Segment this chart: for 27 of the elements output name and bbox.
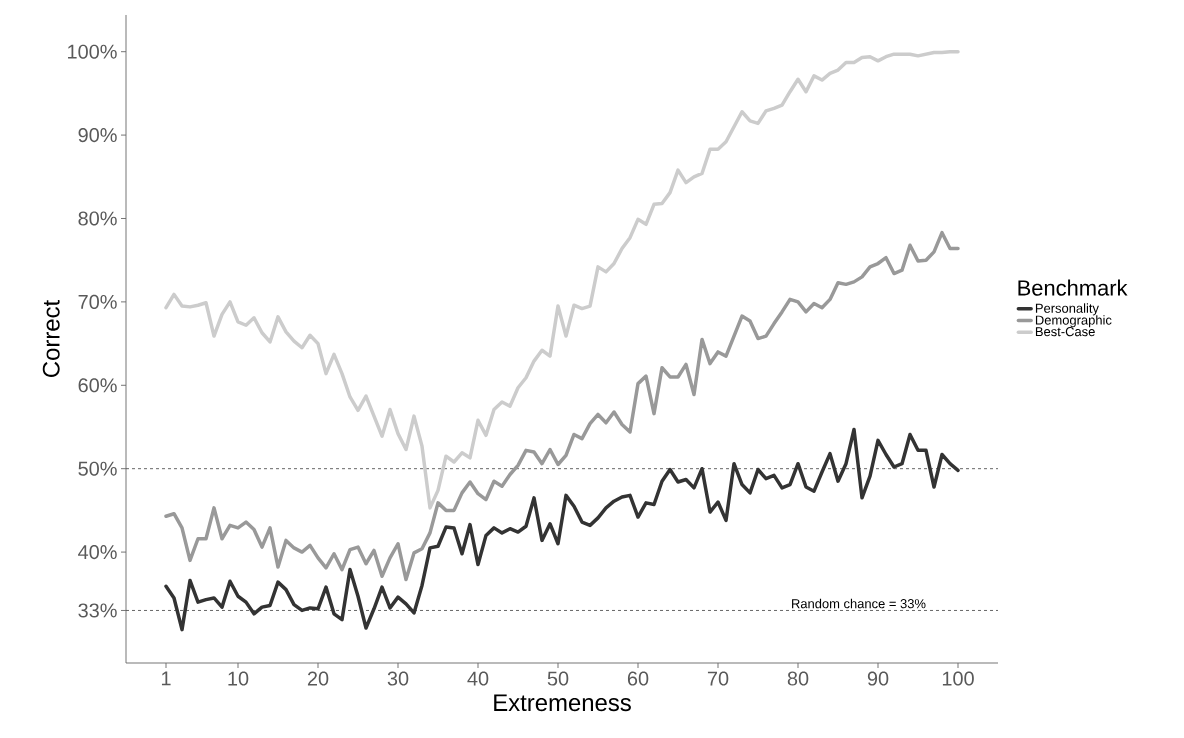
x-tick-label: 30 — [387, 671, 409, 686]
y-tick-label: 100% — [68, 44, 117, 59]
x-tick-label: 60 — [627, 671, 649, 686]
x-tick-label: 80 — [787, 671, 809, 686]
legend-label: Best-Case — [1035, 327, 1095, 337]
y-tick-label: 60% — [78, 378, 117, 393]
line-series — [164, 427, 960, 632]
x-tick-label: 100 — [942, 671, 974, 686]
x-tick-label: 70 — [707, 671, 729, 686]
legend-label: Personality — [1035, 303, 1099, 316]
y-tick-label: 70% — [78, 294, 117, 309]
x-tick-label: 90 — [867, 671, 889, 686]
y-tick-label: 33% — [78, 603, 117, 618]
y-tick-label: 90% — [78, 128, 117, 143]
x-tick-label: 50 — [547, 671, 569, 686]
y-tick-label: 40% — [78, 545, 117, 560]
y-tick-label: 50% — [78, 461, 117, 476]
y-axis-title: Correct — [42, 299, 60, 377]
legend-title: Benchmark — [1018, 279, 1128, 296]
x-tick-label: 1 — [161, 671, 171, 686]
legend-label: Demographic — [1035, 315, 1112, 328]
x-axis-title: Extremeness — [494, 694, 631, 712]
x-tick-label: 40 — [467, 671, 489, 686]
x-tick-label: 10 — [228, 671, 249, 686]
ref-line-label: Random chance = 33% — [792, 598, 926, 609]
y-tick-label: 80% — [78, 211, 117, 226]
x-tick-label: 20 — [307, 671, 329, 686]
